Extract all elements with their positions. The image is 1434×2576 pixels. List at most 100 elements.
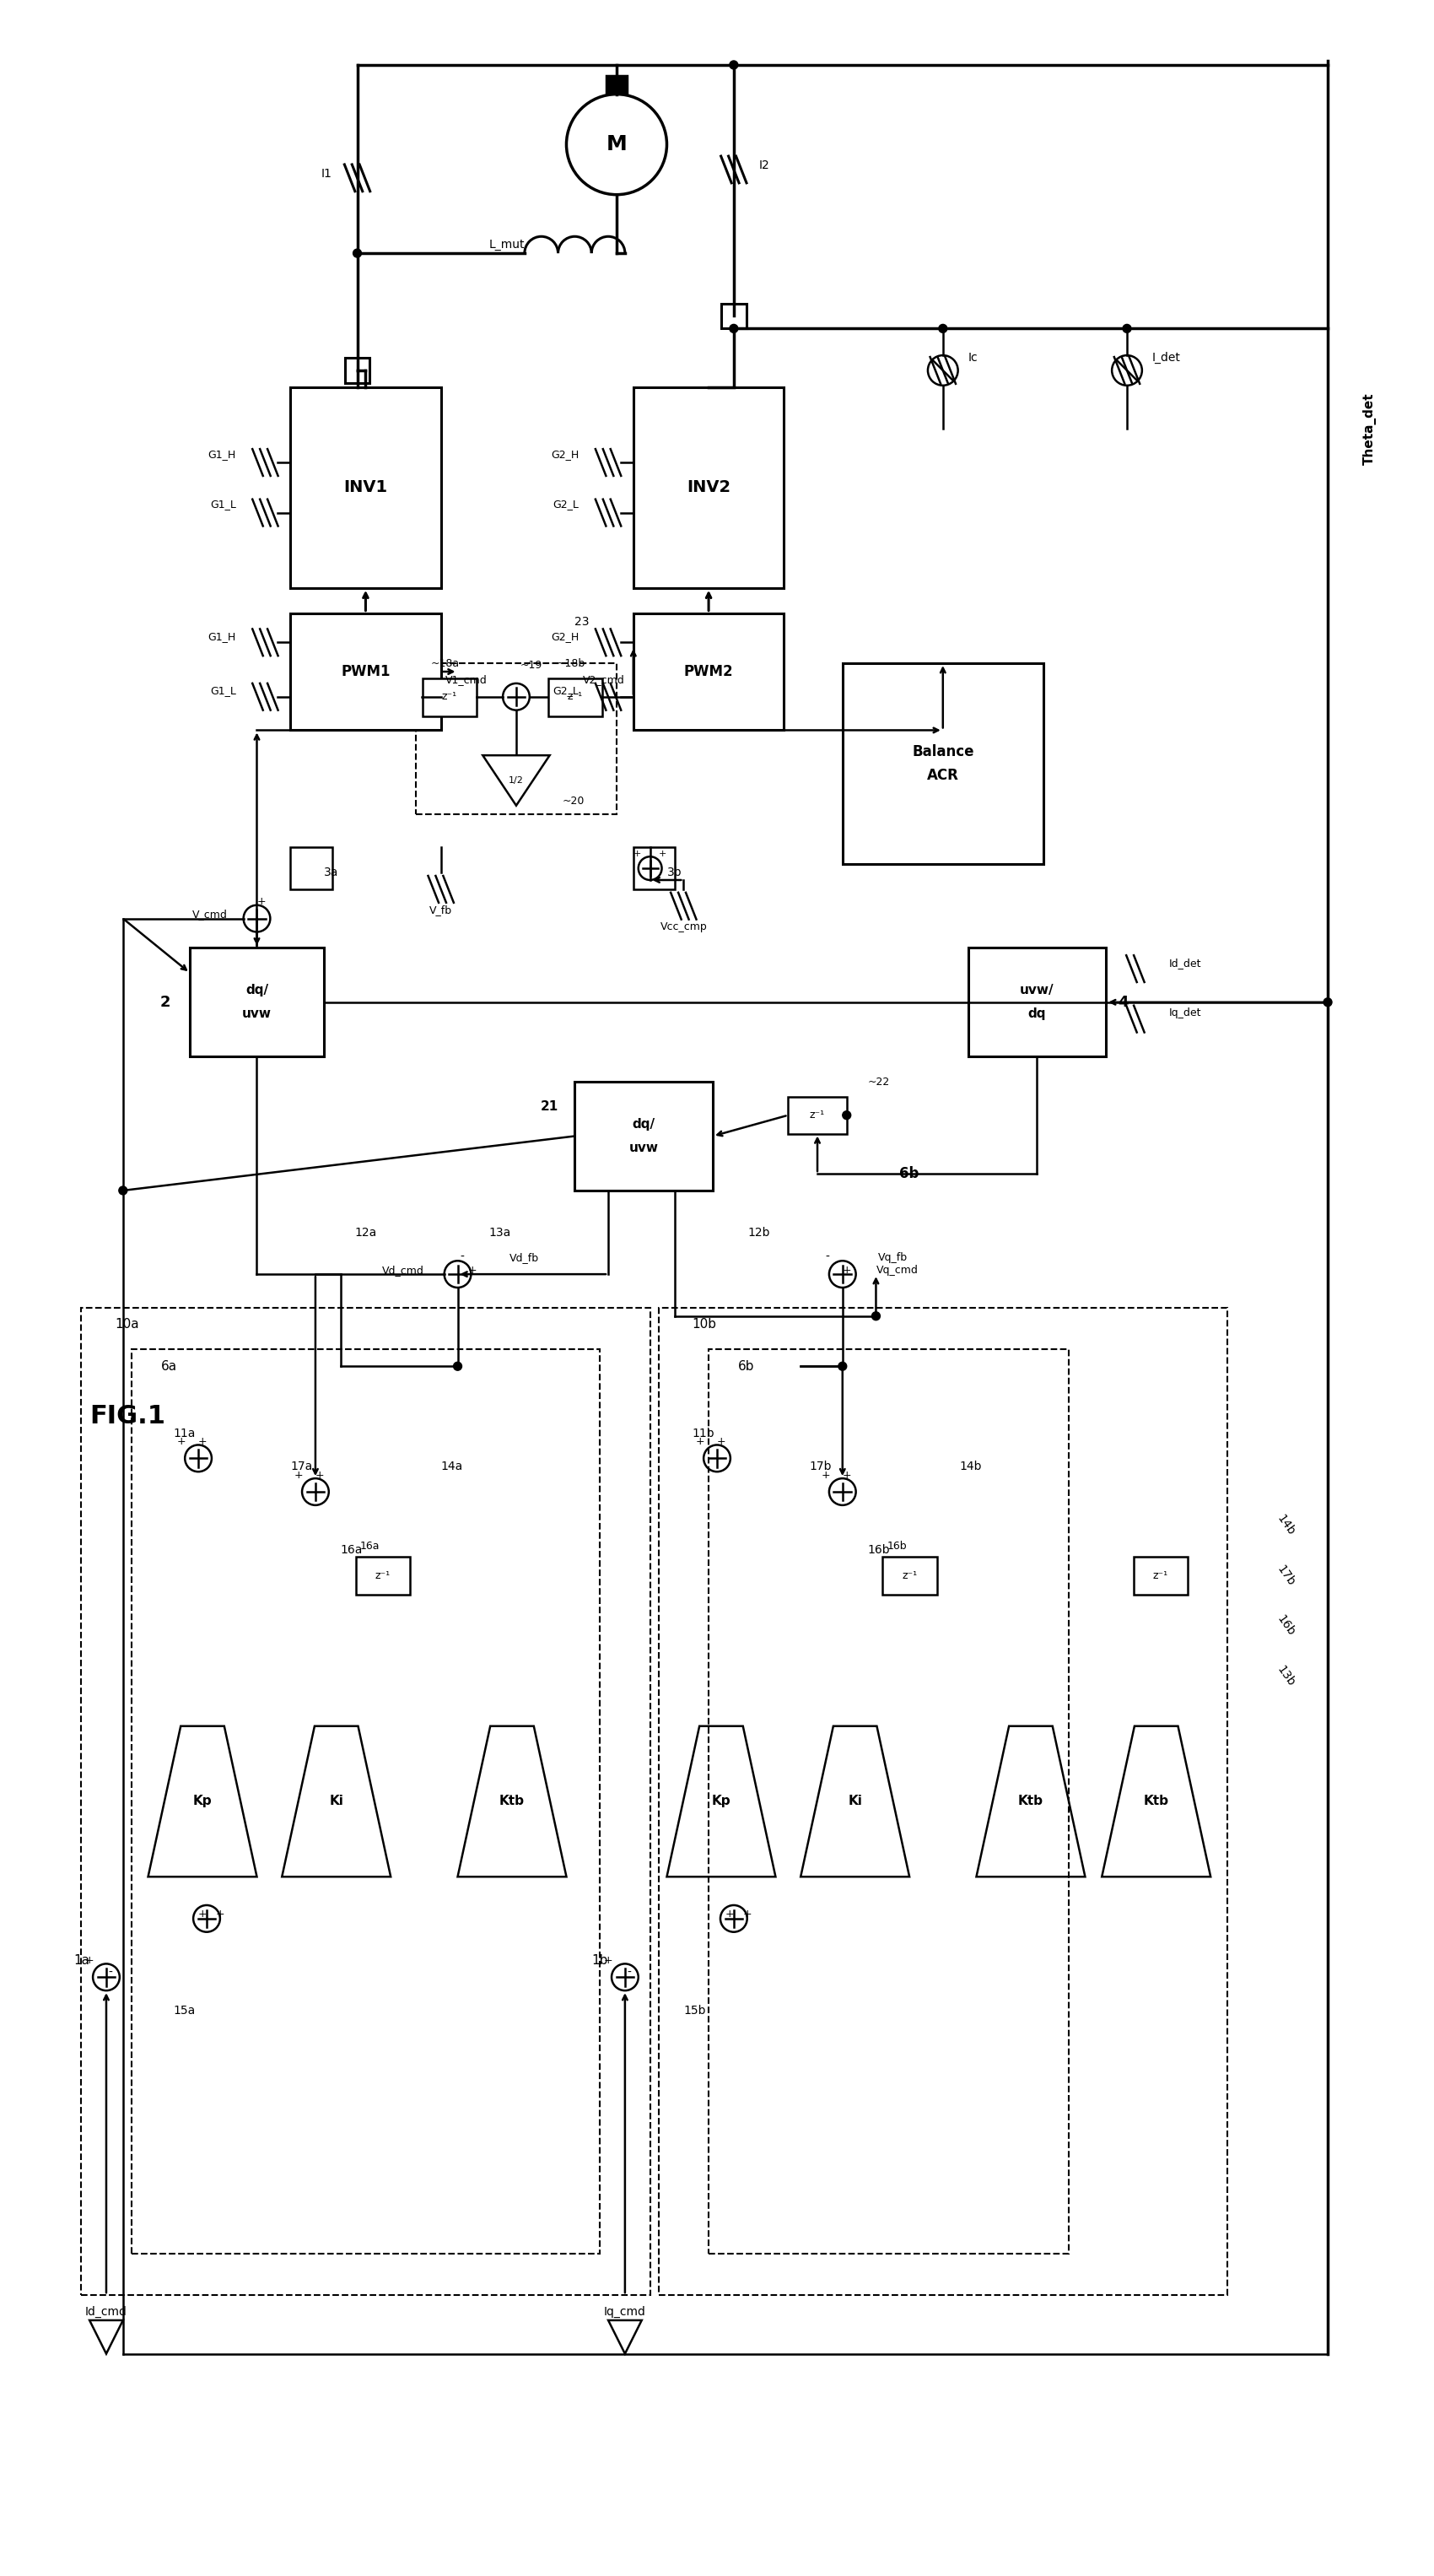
Text: 16b: 16b	[868, 1546, 891, 1556]
Text: ~19: ~19	[521, 659, 542, 670]
Text: +: +	[743, 1909, 751, 1919]
Text: Iq_det: Iq_det	[1169, 1007, 1202, 1018]
Text: 12a: 12a	[354, 1226, 377, 1239]
Text: +: +	[315, 1468, 324, 1481]
Text: ACR: ACR	[926, 768, 959, 783]
Text: 1/2: 1/2	[509, 775, 523, 786]
Text: V_fb: V_fb	[429, 904, 452, 914]
Text: PWM1: PWM1	[341, 665, 390, 680]
FancyBboxPatch shape	[575, 1082, 713, 1190]
Text: -: -	[627, 1968, 631, 1978]
Text: Ktb: Ktb	[1018, 1795, 1044, 1808]
Text: 16b: 16b	[886, 1540, 906, 1551]
Text: 13a: 13a	[489, 1226, 511, 1239]
Text: +: +	[469, 1265, 478, 1275]
Text: 12b: 12b	[747, 1226, 770, 1239]
Text: 21: 21	[541, 1100, 559, 1113]
Text: 13b: 13b	[1275, 1664, 1298, 1687]
Text: +: +	[726, 1909, 734, 1919]
Circle shape	[730, 62, 739, 70]
Text: Kp: Kp	[194, 1795, 212, 1808]
Text: 15b: 15b	[684, 2004, 706, 2017]
Text: V2_cmd: V2_cmd	[584, 675, 625, 685]
Text: +: +	[822, 1468, 830, 1481]
Text: Ki: Ki	[847, 1795, 862, 1808]
Text: Id_det: Id_det	[1169, 958, 1202, 969]
FancyBboxPatch shape	[968, 948, 1106, 1056]
Text: +: +	[198, 1909, 206, 1919]
Text: 1a: 1a	[73, 1955, 89, 1965]
Text: z⁻¹: z⁻¹	[566, 690, 582, 703]
Text: Vd_fb: Vd_fb	[509, 1252, 539, 1262]
Text: +: +	[198, 1435, 206, 1448]
FancyBboxPatch shape	[607, 75, 627, 93]
Text: Ic: Ic	[968, 353, 978, 363]
Text: Ktb: Ktb	[1143, 1795, 1169, 1808]
FancyBboxPatch shape	[189, 948, 324, 1056]
Text: Vcc_cmp: Vcc_cmp	[660, 922, 707, 933]
Text: Balance: Balance	[912, 744, 974, 760]
Text: +: +	[215, 1909, 225, 1919]
Text: 16b: 16b	[1275, 1613, 1298, 1638]
Text: +: +	[717, 1435, 726, 1448]
Text: ~20: ~20	[562, 796, 585, 806]
Text: -: -	[460, 1252, 463, 1262]
Text: 17a: 17a	[290, 1461, 313, 1473]
Text: Vd_cmd: Vd_cmd	[381, 1265, 424, 1275]
Text: dq: dq	[1028, 1007, 1045, 1020]
Text: FIG.1: FIG.1	[89, 1404, 165, 1430]
Text: INV2: INV2	[687, 479, 730, 495]
Text: 10b: 10b	[691, 1319, 717, 1332]
Text: z⁻¹: z⁻¹	[902, 1569, 918, 1582]
Text: +: +	[842, 1468, 852, 1481]
FancyBboxPatch shape	[634, 386, 784, 587]
Circle shape	[843, 1110, 850, 1121]
Text: uvw: uvw	[242, 1007, 271, 1020]
Text: 17b: 17b	[809, 1461, 832, 1473]
Text: V1_cmd: V1_cmd	[445, 675, 488, 685]
Text: z⁻¹: z⁻¹	[442, 690, 457, 703]
Text: 2: 2	[159, 994, 171, 1010]
Text: V_cmd: V_cmd	[192, 909, 228, 920]
Circle shape	[353, 250, 361, 258]
Circle shape	[1123, 325, 1131, 332]
Text: +: +	[604, 1955, 612, 1965]
FancyBboxPatch shape	[356, 1556, 410, 1595]
Text: 16a: 16a	[340, 1546, 363, 1556]
Text: INV1: INV1	[344, 479, 387, 495]
FancyBboxPatch shape	[843, 662, 1044, 863]
Text: 10a: 10a	[115, 1319, 139, 1332]
Text: -: -	[109, 1968, 112, 1978]
Text: z⁻¹: z⁻¹	[374, 1569, 390, 1582]
Text: +: +	[294, 1468, 303, 1481]
Text: PWM2: PWM2	[684, 665, 733, 680]
FancyBboxPatch shape	[423, 677, 478, 716]
Text: Kp: Kp	[711, 1795, 731, 1808]
Text: Vq_cmd: Vq_cmd	[876, 1265, 918, 1275]
FancyBboxPatch shape	[290, 848, 333, 889]
Text: +: +	[85, 1955, 95, 1965]
Text: uvw/: uvw/	[1020, 984, 1054, 997]
Circle shape	[872, 1311, 880, 1321]
Text: 14b: 14b	[1275, 1512, 1298, 1538]
Text: Ktb: Ktb	[499, 1795, 525, 1808]
Text: Ki: Ki	[330, 1795, 344, 1808]
Text: 3b: 3b	[667, 866, 681, 878]
Text: 14a: 14a	[440, 1461, 463, 1473]
Text: ~22: ~22	[868, 1077, 889, 1087]
Text: 16a: 16a	[360, 1540, 380, 1551]
Text: +: +	[658, 850, 667, 858]
FancyBboxPatch shape	[883, 1556, 936, 1595]
Text: ~18a: ~18a	[430, 657, 459, 670]
Text: 1b: 1b	[592, 1955, 608, 1965]
Text: -: -	[826, 1252, 829, 1262]
Text: I_det: I_det	[1152, 353, 1180, 363]
Circle shape	[939, 325, 946, 332]
Text: Id_cmd: Id_cmd	[85, 2306, 128, 2318]
Text: ~18b: ~18b	[556, 657, 585, 670]
Text: I2: I2	[759, 160, 770, 170]
Text: 11b: 11b	[691, 1427, 714, 1440]
Text: 3a: 3a	[324, 866, 338, 878]
FancyBboxPatch shape	[634, 848, 675, 889]
Text: +: +	[695, 1435, 704, 1448]
